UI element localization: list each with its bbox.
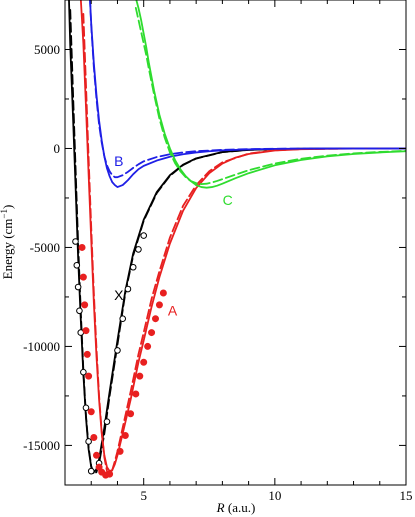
x-tick-label: 10 [268,488,281,503]
a-markers-point [144,342,152,350]
x-markers-point [103,418,111,425]
x-markers-point [82,404,90,412]
x-markers-point [85,438,92,445]
x-axis-label: R (a.u.) [216,500,256,515]
x-markers-point [74,283,82,291]
a-markers-point [152,315,159,323]
a-markers-point [140,358,148,366]
y-tick-label: -10000 [23,339,60,354]
y-axis-label-sup: −1 [0,209,9,219]
marker-layer [72,232,167,479]
x-axis-label-units: (a.u.) [225,500,256,515]
y-axis-label-close: ) [0,205,15,209]
x-markers-point [135,246,142,253]
a-markers-point [116,447,124,455]
y-axis-label: Energy (cm−1) [0,205,15,280]
a-markers-point [82,327,90,335]
x-markers-point [80,368,87,376]
a-markers-point [106,470,114,478]
curve-label-a: A [168,303,178,319]
curve-label-x: X [114,287,124,303]
curve-label-c: C [223,192,233,208]
annotation-layer: B C X A [114,153,233,319]
a-markers-point [155,301,163,309]
curve-label-b: B [114,153,123,169]
x-markers-point [76,307,83,315]
x-tick-label: 15 [400,488,413,503]
x-markers-point [124,285,132,293]
x-markers-point [129,263,137,271]
a-markers-point [85,372,93,380]
a-markers-point [132,390,140,398]
x-axis-label-italic: R [216,500,225,515]
y-tick-label: 5000 [34,42,60,57]
x-markers-point [72,238,79,245]
x-markers-point [114,347,121,354]
x-markers-point [87,467,95,475]
series-line-dashed-4 [82,12,406,476]
series-line-dashed-7 [89,0,406,179]
x-markers-point [73,261,81,269]
a-markers-point [83,350,91,358]
series-layer [68,0,406,476]
y-tick-label: -5000 [30,240,60,255]
a-markers-point [81,301,89,309]
series-line-dashed-9 [134,7,406,185]
tick-layer: 5 10 15 5000 0 -5000 -10000 -15000 [23,0,413,503]
a-markers-point [92,451,100,459]
a-markers-point [90,433,98,441]
x-tick-label: 5 [140,488,147,503]
y-tick-label: -15000 [23,438,60,453]
a-markers-point [121,432,129,440]
a-markers-point [148,329,156,337]
a-markers-point [127,410,135,418]
plot-frame [64,0,407,486]
x-markers-point [119,315,127,323]
series-line-c [135,0,406,189]
a-markers-point [159,289,167,297]
a-markers-point [78,243,86,251]
a-markers-point [79,273,87,281]
a-markers-point [87,408,95,416]
y-axis-label-main: Energy (cm [0,219,15,280]
x-markers-point [140,232,147,239]
y-tick-label: 0 [54,141,61,156]
a-markers-point [136,372,144,380]
